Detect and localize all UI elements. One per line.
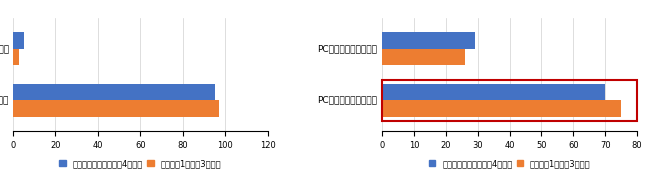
Legend: 就職活動経験者（大学4年生）, 大学生（1年生～3年生）: 就職活動経験者（大学4年生）, 大学生（1年生～3年生） [426,156,594,172]
Bar [13,48,20,65]
Bar [382,84,605,100]
Text: PCスキルに自信がある: PCスキルに自信がある [318,44,378,53]
Bar [382,100,621,117]
Bar [382,80,637,121]
Bar [382,32,474,48]
Legend: 就職活動経験者（大学4年生）, 大学生（1年生～3年生）: 就職活動経験者（大学4年生）, 大学生（1年生～3年生） [56,156,224,172]
Bar [13,32,23,48]
Text: PCスキルは必要だと思わない: PCスキルは必要だと思わない [0,44,8,53]
Bar [382,48,465,65]
Bar [13,84,214,100]
Text: PCスキルに自信がない: PCスキルに自信がない [318,96,378,105]
Text: PCスキルは必要だと思う: PCスキルは必要だと思う [0,96,8,105]
Bar [13,100,219,117]
